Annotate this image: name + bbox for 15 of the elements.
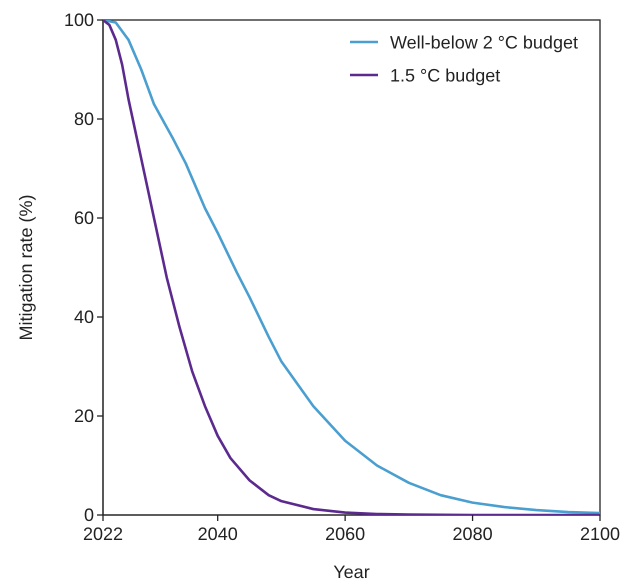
y-tick-label: 20 xyxy=(74,406,94,426)
legend-label: 1.5 °C budget xyxy=(390,65,500,86)
y-tick-label: 60 xyxy=(74,208,94,228)
y-tick-label: 40 xyxy=(74,306,94,327)
x-tick-label: 2022 xyxy=(82,524,124,544)
x-axis-title: Year xyxy=(333,562,370,581)
x-tick-label: 2040 xyxy=(198,524,238,544)
y-tick-label: 100 xyxy=(64,10,94,30)
y-tick-label: 80 xyxy=(74,108,94,129)
y-axis-title: Mitigation rate (%) xyxy=(16,194,36,341)
x-tick-label: 2080 xyxy=(452,524,493,544)
x-tick-label: 2100 xyxy=(580,524,620,544)
x-tick-label: 2060 xyxy=(325,524,366,544)
y-tick-label: 0 xyxy=(84,504,94,525)
legend-label: Well-below 2 °C budget xyxy=(390,32,578,52)
